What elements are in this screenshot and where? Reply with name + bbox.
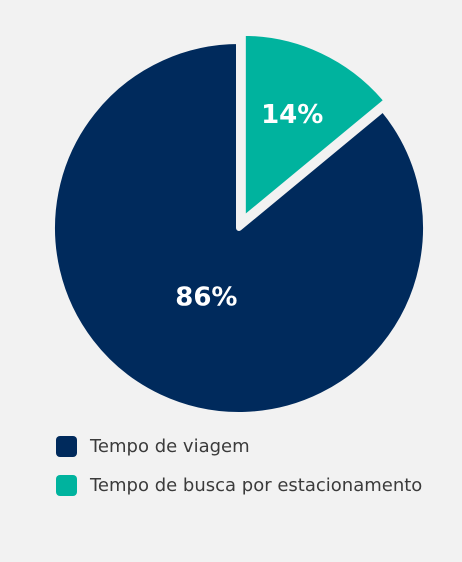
legend-item-tempo-de-busca: Tempo de busca por estacionamento: [56, 473, 422, 497]
legend-swatch-tempo-de-viagem: [56, 435, 77, 457]
slice-data-label-0: 86%: [175, 282, 237, 312]
pie-slice-1: [239, 29, 390, 223]
pie-slice-0: [49, 38, 429, 418]
chart-legend: Tempo de viagem Tempo de busca por estac…: [56, 434, 422, 512]
legend-label-tempo-de-viagem: Tempo de viagem: [90, 435, 250, 457]
legend-label-tempo-de-busca: Tempo de busca por estacionamento: [90, 474, 423, 496]
legend-swatch-tempo-de-busca: [56, 474, 77, 496]
slice-data-label-1: 14%: [261, 100, 323, 130]
legend-item-tempo-de-viagem: Tempo de viagem: [56, 434, 422, 458]
pie-chart-svg: 86% 14%: [49, 29, 429, 418]
